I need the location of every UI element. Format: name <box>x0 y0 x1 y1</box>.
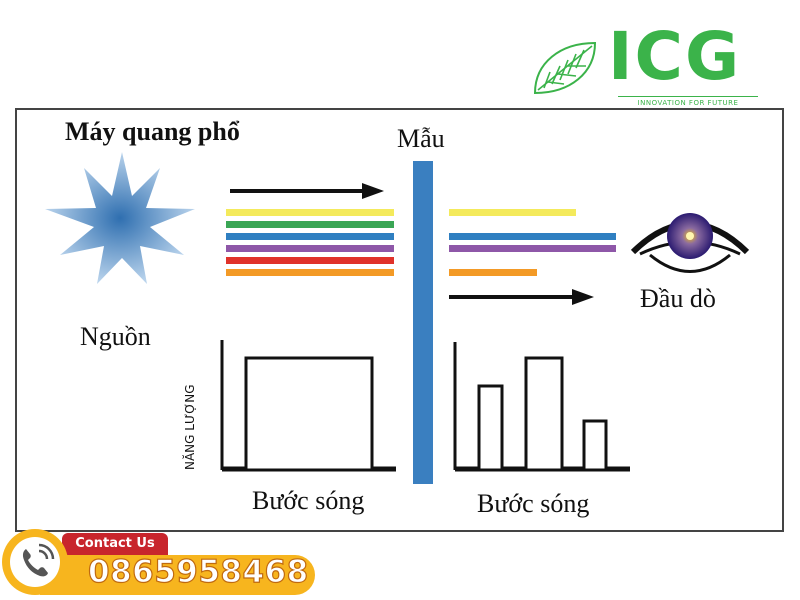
contact-pill[interactable] <box>40 555 315 595</box>
source-spectrum-plot <box>220 340 396 472</box>
star-light-icon <box>45 152 195 284</box>
wavelength-label-right: Bước sóng <box>477 489 590 518</box>
energy-axis-label: NĂNG LƯỢNG <box>183 384 197 471</box>
incident-beams <box>226 209 394 276</box>
phone-number[interactable]: 0865958468 <box>87 553 309 590</box>
contact-us-label[interactable]: Contact Us <box>62 533 168 555</box>
phone-icon <box>22 543 55 577</box>
phone-icon-bg <box>10 537 60 587</box>
sample-label: Mẫu <box>397 124 445 153</box>
incident-arrow <box>230 183 384 199</box>
wavelength-label-left: Bước sóng <box>252 486 365 515</box>
transmitted-beam-orange <box>449 269 537 276</box>
incident-beam-purple <box>226 245 394 252</box>
sample-bar <box>413 161 433 484</box>
contact-badge[interactable]: Contact Us 0865958468 <box>0 525 340 600</box>
leaf-icon <box>533 41 597 95</box>
eye-icon <box>630 213 750 273</box>
incident-beam-orange <box>226 269 394 276</box>
incident-beam-green <box>226 221 394 228</box>
diagram-title: Máy quang phổ <box>65 117 240 146</box>
brand-name: ICG <box>608 18 742 95</box>
phone-icon-circle[interactable] <box>2 529 68 595</box>
detector-label: Đầu dò <box>640 284 716 313</box>
brand-logo: ICG INNOVATION FOR FUTURE <box>530 24 760 112</box>
incident-beam-red <box>226 257 394 264</box>
source-label: Nguồn <box>80 322 151 351</box>
incident-beam-yellow <box>226 209 394 216</box>
transmitted-beam-purple <box>449 245 616 252</box>
transmitted-beam-blue <box>449 233 616 240</box>
transmitted-spectrum-plot <box>453 342 630 472</box>
brand-tagline: INNOVATION FOR FUTURE <box>618 96 758 107</box>
transmitted-beams <box>449 209 616 276</box>
transmitted-arrow <box>449 289 594 305</box>
incident-beam-blue <box>226 233 394 240</box>
transmitted-beam-yellow <box>449 209 576 216</box>
diagram-frame <box>15 108 784 532</box>
